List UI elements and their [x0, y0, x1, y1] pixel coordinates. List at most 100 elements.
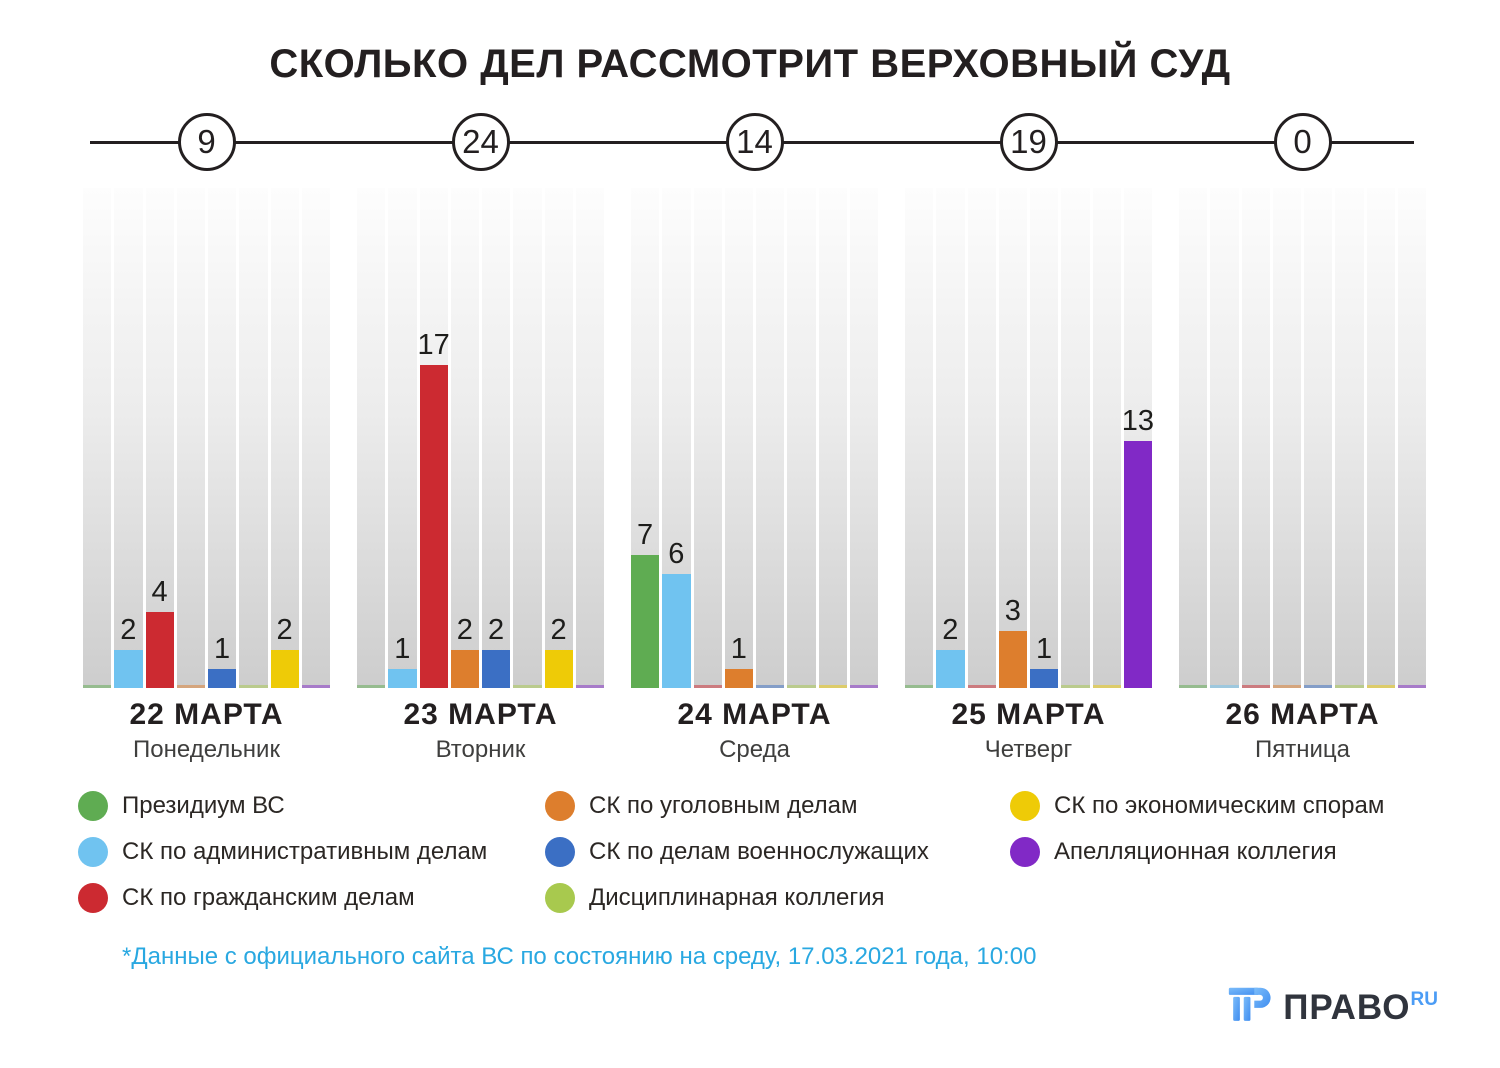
legend-label: СК по уголовным делам: [589, 791, 858, 819]
legend-label: СК по экономическим спорам: [1054, 791, 1385, 819]
bar-value-label: 4: [151, 576, 168, 608]
bar: [1210, 685, 1239, 688]
day-group: 7 6 1 24 МАРТА Среда: [631, 188, 878, 764]
legend-swatch: [78, 836, 108, 867]
bar: [1335, 685, 1364, 688]
bar-column-track: 1: [1030, 188, 1059, 688]
bar-column-track: [1272, 188, 1301, 688]
timeline-slot: 9: [83, 113, 330, 171]
bar: [1092, 685, 1121, 688]
bar-column-track: [1179, 188, 1208, 688]
bar-value-label: 2: [276, 614, 293, 646]
bar: [818, 685, 847, 688]
pravo-logo-tld: RU: [1410, 988, 1438, 1010]
bar-column-track: 13: [1122, 188, 1154, 688]
bar-value-label: 2: [550, 614, 567, 646]
timeline: 9 24 14 19 0: [83, 113, 1426, 171]
legend-column: СК по экономическим спорам Апелляционная …: [1010, 790, 1384, 913]
bar: [1030, 669, 1059, 688]
bar-column-track: 2: [482, 188, 511, 688]
bar-column-track: [1092, 188, 1121, 688]
bar: [145, 612, 174, 688]
bar-column-track: 2: [114, 188, 143, 688]
bar: [114, 650, 143, 688]
legend-item: СК по экономическим спорам: [1010, 790, 1384, 821]
day-group: 26 МАРТА Пятница: [1179, 188, 1426, 764]
legend-label: СК по делам военнослужащих: [589, 837, 929, 865]
bar-column-track: 2: [544, 188, 573, 688]
bar-column-track: 2: [936, 188, 965, 688]
bar-value-label: 2: [488, 614, 505, 646]
bar-value-label: 1: [394, 633, 411, 665]
bar: [1397, 685, 1426, 688]
day-tracks: 2 3 1 13: [905, 188, 1154, 688]
bar: [270, 650, 299, 688]
legend-label: Президиум ВС: [122, 791, 285, 819]
bar: [301, 685, 330, 688]
bar-column-track: [1397, 188, 1426, 688]
bar-column-track: [301, 188, 330, 688]
bar-column-track: [756, 188, 785, 688]
bar: [544, 650, 573, 688]
legend-item: Президиум ВС: [78, 790, 545, 821]
bar: [1061, 685, 1090, 688]
bar: [1179, 685, 1208, 688]
bar-value-label: 17: [417, 329, 450, 361]
legend-swatch: [545, 882, 575, 913]
bar-column-track: 2: [270, 188, 299, 688]
bar-value-label: 2: [942, 614, 959, 646]
bar: [1366, 685, 1395, 688]
timeline-slot: 0: [1179, 113, 1426, 171]
bar-column-track: [1210, 188, 1239, 688]
bar: [357, 685, 386, 688]
bar: [208, 669, 237, 688]
bar-column-track: 1: [208, 188, 237, 688]
bar: [176, 685, 205, 688]
day-tracks: 1 17 2 2 2: [357, 188, 604, 688]
legend-item: Дисциплинарная коллегия: [545, 882, 1010, 913]
timeline-slot: 24: [357, 113, 604, 171]
bar-column-track: [239, 188, 268, 688]
bar-column-track: [1061, 188, 1090, 688]
bar: [936, 650, 965, 688]
bar-value-label: 2: [120, 614, 137, 646]
legend-swatch: [1010, 836, 1040, 867]
footnote: *Данные с официального сайта ВС по состо…: [122, 943, 1037, 970]
legend-label: СК по административным делам: [122, 837, 488, 865]
bar-column-track: [905, 188, 934, 688]
bar-column-track: 1: [724, 188, 753, 688]
bar: [662, 574, 691, 688]
legend-item: Апелляционная коллегия: [1010, 836, 1384, 867]
legend-swatch: [545, 790, 575, 821]
bar: [693, 685, 722, 688]
legend-item: СК по гражданским делам: [78, 882, 545, 913]
bar-column-track: [1304, 188, 1333, 688]
pravo-logo-icon: [1225, 981, 1273, 1034]
chart-area: 2 4 1 2 22 МАРТА Понедельник 1 17 2 2 2 23 МАРТА Вто…: [83, 188, 1426, 764]
bar-column-track: [787, 188, 816, 688]
bar: [631, 555, 660, 688]
bar-value-label: 1: [730, 633, 747, 665]
bar: [724, 669, 753, 688]
bar-column-track: 17: [417, 188, 450, 688]
timeline-slot: 14: [631, 113, 878, 171]
bar-value-label: 1: [1036, 633, 1053, 665]
day-date-label: 25 МАРТА: [951, 698, 1106, 731]
bar-column-track: [967, 188, 996, 688]
bar-value-label: 1: [214, 633, 231, 665]
day-weekday-label: Четверг: [984, 736, 1073, 763]
day-date-label: 22 МАРТА: [129, 698, 284, 731]
bar: [1304, 685, 1333, 688]
day-weekday-label: Пятница: [1255, 736, 1350, 763]
bar: [1123, 441, 1152, 688]
bar-column-track: [513, 188, 542, 688]
bar: [575, 685, 604, 688]
day-date-label: 24 МАРТА: [677, 698, 832, 731]
bar-column-track: 1: [388, 188, 417, 688]
bar: [388, 669, 417, 688]
bar-column-track: [357, 188, 386, 688]
legend: Президиум ВС СК по административным делам…: [78, 790, 1500, 913]
legend-swatch: [1010, 790, 1040, 821]
